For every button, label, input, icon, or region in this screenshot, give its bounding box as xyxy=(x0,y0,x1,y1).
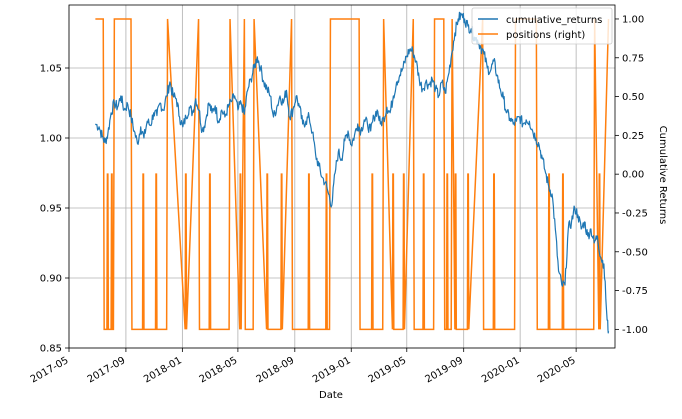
y-right-tick-label: 0.25 xyxy=(622,131,644,142)
plot-frame xyxy=(68,4,616,349)
x-tick-label: 2018-09 xyxy=(255,355,297,385)
y-left-tick-label: 0.95 xyxy=(40,204,62,215)
y-left-tick-label: 0.85 xyxy=(40,344,62,355)
x-tick-label: 2018-01 xyxy=(142,355,184,385)
gridlines xyxy=(68,5,615,349)
x-tick-label: 2020-05 xyxy=(536,355,578,385)
y-left-tick-label: 0.90 xyxy=(40,274,62,285)
x-axis-label: Date xyxy=(319,390,343,401)
x-tick-label: 2019-01 xyxy=(311,355,353,385)
y-right-tick-label: 0.50 xyxy=(622,92,644,103)
legend-box xyxy=(471,7,613,45)
y-right-tick-label: -0.50 xyxy=(622,247,648,258)
x-tick-label: 2019-09 xyxy=(423,355,465,385)
y-left-tick-label: 1.05 xyxy=(40,64,62,75)
legend-label-cumulative-returns: cumulative_returns xyxy=(506,15,602,26)
y-right-tick-label: 0.75 xyxy=(622,53,644,64)
series-layer xyxy=(94,11,610,334)
x-tick-label: 2018-05 xyxy=(198,355,240,385)
positions-line xyxy=(95,18,610,331)
x-tick-label: 2019-05 xyxy=(367,355,409,385)
x-tick-label: 2017-05 xyxy=(29,355,71,385)
cumulative-returns-line xyxy=(94,11,610,334)
y-right-tick-label: -0.25 xyxy=(622,208,648,219)
y-right-tick-label: 0.00 xyxy=(622,170,644,181)
y-right-tick-label: 1.00 xyxy=(622,14,644,25)
x-tick-label: 2020-01 xyxy=(480,355,522,385)
y-left-tick-label: 1.00 xyxy=(40,134,62,145)
legend: cumulative_returns positions (right) xyxy=(471,7,613,45)
y-axis-right-label: Cumulative Returns xyxy=(657,126,668,225)
legend-label-positions: positions (right) xyxy=(506,30,585,41)
y-right-tick-label: -0.75 xyxy=(622,286,648,297)
y-right-tick-label: -1.00 xyxy=(622,325,648,336)
x-tick-label: 2017-09 xyxy=(86,355,128,385)
